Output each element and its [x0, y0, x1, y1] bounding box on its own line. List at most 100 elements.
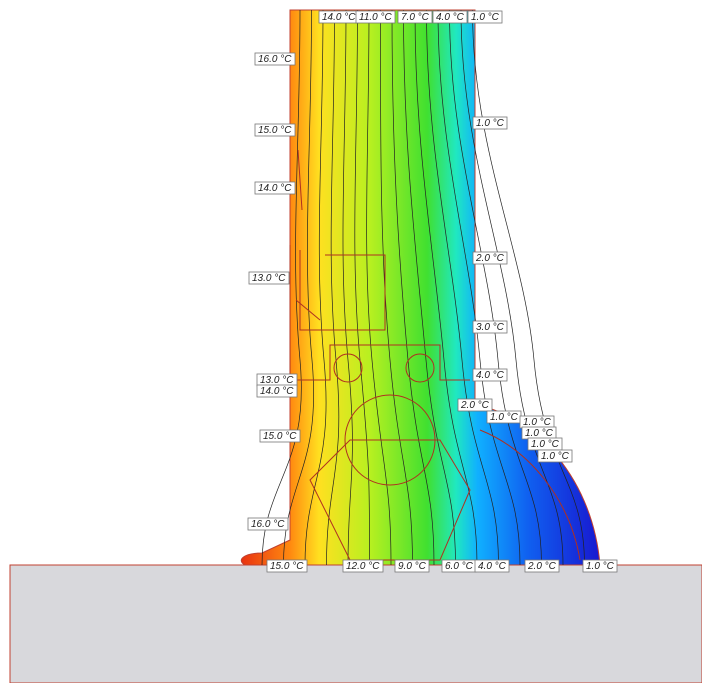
label-text: 15.0 °C	[263, 431, 297, 442]
isotherm	[380, 9, 413, 566]
label-text: 6.0 °C	[445, 561, 474, 572]
label-box	[342, 559, 384, 573]
label-text: 12.0 °C	[346, 561, 380, 572]
temp-label: 4.0 °C	[474, 559, 510, 573]
label-text: 14.0 °C	[322, 12, 356, 23]
label-box	[472, 320, 508, 334]
label-text: 1.0 °C	[531, 439, 560, 450]
label-text: 1.0 °C	[471, 12, 500, 23]
label-box	[537, 449, 573, 463]
label-box	[472, 116, 508, 130]
temp-label: 4.0 °C	[472, 368, 508, 382]
isotherm	[366, 9, 392, 566]
temp-label: 1.0 °C	[582, 559, 618, 573]
label-text: 1.0 °C	[586, 561, 615, 572]
label-box	[582, 559, 618, 573]
temp-label: 15.0 °C	[266, 559, 308, 573]
label-text: 1.0 °C	[525, 428, 554, 439]
label-box	[457, 398, 493, 412]
label-box	[266, 559, 308, 573]
temp-label: 11.0 °C	[355, 10, 396, 24]
base-floor	[9, 564, 702, 683]
temp-label: 1.0 °C	[486, 410, 522, 424]
temperature-labels: 14.0 °C 11.0 °C 7.0 °C 4.0 °C 1.0 °C16.0 °C1…	[247, 10, 618, 573]
label-box	[397, 10, 433, 24]
label-text: 4.0 °C	[478, 561, 507, 572]
isotherm	[391, 9, 435, 566]
label-text: 1.0 °C	[523, 417, 552, 428]
label-box	[394, 559, 430, 573]
temp-label: 1.0 °C	[521, 426, 557, 440]
isotherm	[354, 9, 370, 566]
isotherm	[304, 9, 327, 566]
label-box	[355, 10, 396, 24]
temp-label: 14.0 °C	[256, 384, 298, 398]
label-box	[247, 517, 289, 531]
label-text: 13.0 °C	[252, 273, 286, 284]
label-text: 11.0 °C	[359, 12, 392, 23]
label-box	[432, 10, 468, 24]
temp-label: 2.0 °C	[457, 398, 493, 412]
temp-label: 1.0 °C	[472, 116, 508, 130]
label-box	[467, 10, 503, 24]
isotherm	[449, 9, 542, 566]
label-text: 1.0 °C	[476, 118, 505, 129]
isotherm	[342, 9, 353, 566]
temp-label: 13.0 °C	[248, 271, 290, 285]
temp-label: 15.0 °C	[254, 123, 296, 137]
isotherm	[261, 9, 302, 566]
label-text: 13.0 °C	[260, 375, 294, 386]
label-text: 2.0 °C	[527, 561, 557, 572]
isotherm	[437, 9, 521, 566]
temp-label: 4.0 °C	[432, 10, 468, 24]
temp-label: 2.0 °C	[472, 251, 508, 265]
label-box	[474, 559, 510, 573]
temp-label: 2.0 °C	[524, 559, 560, 573]
label-text: 14.0 °C	[260, 386, 294, 397]
label-text: 7.0 °C	[401, 12, 430, 23]
isotherm	[426, 9, 499, 566]
label-box	[256, 384, 298, 398]
label-text: 14.0 °C	[258, 183, 292, 194]
temp-label: 16.0 °C	[254, 52, 296, 66]
label-text: 1.0 °C	[541, 451, 570, 462]
temp-label: 16.0 °C	[247, 517, 289, 531]
label-text: 16.0 °C	[258, 54, 292, 65]
label-text: 2.0 °C	[475, 253, 505, 264]
isotherm	[403, 9, 456, 566]
temp-label: 3.0 °C	[472, 320, 508, 334]
label-text: 4.0 °C	[436, 12, 465, 23]
label-text: 1.0 °C	[490, 412, 519, 423]
temp-label: 9.0 °C	[394, 559, 430, 573]
temp-label: 1.0 °C	[527, 437, 563, 451]
temp-label: 6.0 °C	[441, 559, 477, 573]
label-box	[524, 559, 560, 573]
temp-label: 13.0 °C	[256, 373, 298, 387]
temp-label: 1.0 °C	[519, 415, 555, 429]
temp-label: 14.0 °C	[254, 181, 296, 195]
label-box	[248, 271, 290, 285]
isotherm	[414, 9, 478, 566]
label-text: 15.0 °C	[258, 125, 292, 136]
isotherm	[460, 9, 564, 566]
label-text: 2.0 °C	[460, 400, 490, 411]
temp-label: 14.0 °C	[318, 10, 360, 24]
temp-label: 1.0 °C	[537, 449, 573, 463]
label-box	[254, 123, 296, 137]
isotherm	[326, 9, 340, 566]
temp-label: 12.0 °C	[342, 559, 384, 573]
temp-label: 7.0 °C	[397, 10, 433, 24]
label-text: 16.0 °C	[251, 519, 285, 530]
temp-label: 1.0 °C	[467, 10, 503, 24]
label-text: 4.0 °C	[476, 370, 505, 381]
label-box	[472, 251, 508, 265]
label-text: 9.0 °C	[398, 561, 427, 572]
label-box	[259, 429, 301, 443]
isotherm	[283, 9, 314, 566]
label-box	[472, 368, 508, 382]
label-box	[254, 52, 296, 66]
label-text: 15.0 °C	[270, 561, 304, 572]
label-text: 3.0 °C	[476, 322, 505, 333]
temp-label: 15.0 °C	[259, 429, 301, 443]
